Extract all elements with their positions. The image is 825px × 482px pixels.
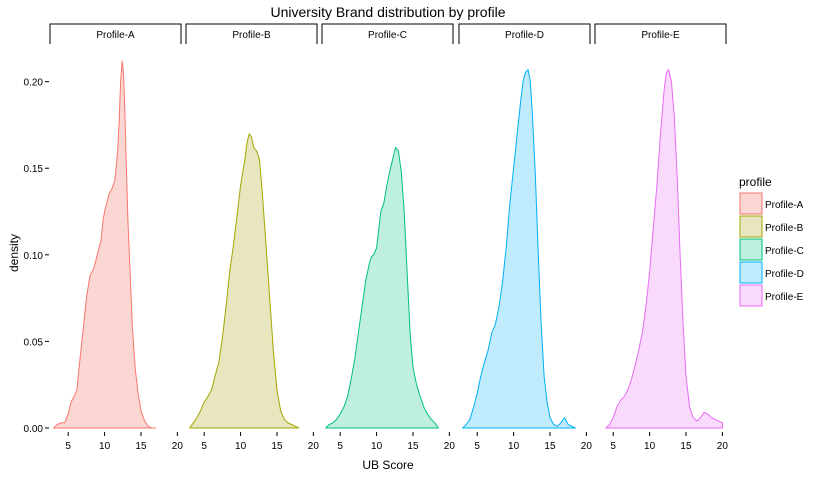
y-tick-label: 0.15: [24, 164, 44, 175]
x-tick-label: 20: [444, 441, 456, 452]
facet-panel-2: Profile-B 5 10 15 20: [185, 23, 320, 452]
facet-strip-border: [185, 23, 318, 44]
density-area: [53, 60, 156, 429]
density-area: [462, 69, 576, 429]
facet-panel-5: Profile-E 5 10 15 20: [594, 23, 729, 452]
density-area: [189, 133, 300, 429]
density-area: [325, 146, 439, 429]
legend-key: [739, 238, 763, 261]
legend-label: Profile-C: [765, 246, 804, 257]
y-tick-label: 0.20: [24, 78, 44, 89]
x-tick-label: 10: [371, 441, 383, 452]
legend-label: Profile-B: [765, 223, 804, 234]
legend-label: Profile-D: [765, 269, 804, 280]
y-tick-label: 0.10: [24, 251, 44, 262]
facet-panel-1: Profile-A 5 10 15 20: [49, 23, 184, 452]
facet-strip-border: [49, 23, 182, 44]
facet-strip-label: Profile-E: [641, 30, 680, 41]
facet-strip-label: Profile-A: [96, 30, 135, 41]
x-tick-label: 5: [610, 441, 616, 452]
x-tick-label: 5: [337, 441, 343, 452]
x-tick-label: 20: [172, 441, 184, 452]
legend-key: [739, 215, 763, 238]
y-tick-label: 0.00: [24, 424, 44, 435]
legend-item: Profile-A: [739, 192, 804, 215]
x-tick-label: 10: [99, 441, 111, 452]
facet-strip-border: [458, 23, 591, 44]
x-tick-label: 15: [135, 441, 147, 452]
facet-strip-label: Profile-B: [232, 30, 271, 41]
legend-item: Profile-C: [739, 238, 804, 261]
y-tick-label: 0.05: [24, 337, 44, 348]
x-tick-label: 15: [680, 441, 692, 452]
x-tick-label: 10: [508, 441, 520, 452]
x-tick-label: 15: [271, 441, 283, 452]
facet-strip-label: Profile-C: [368, 30, 407, 41]
x-tick-label: 15: [407, 441, 419, 452]
x-tick-label: 5: [474, 441, 480, 452]
legend-item: Profile-D: [739, 261, 804, 284]
legend-item: Profile-E: [739, 284, 804, 307]
x-tick-label: 10: [235, 441, 247, 452]
legend-title: profile: [739, 175, 772, 189]
y-axis: 0.00 0.05 0.10 0.15 0.20: [24, 78, 49, 435]
x-tick-label: 5: [201, 441, 207, 452]
legend-label: Profile-E: [765, 292, 804, 303]
chart-title: University Brand distribution by profile: [271, 4, 506, 20]
x-tick-label: 10: [644, 441, 656, 452]
facet-panel-4: Profile-D 5 10 15 20: [458, 23, 593, 452]
legend-key: [739, 284, 763, 307]
facet-strip-border: [594, 23, 727, 44]
legend-key: [739, 192, 763, 215]
legend-key: [739, 261, 763, 284]
x-tick-label: 20: [581, 441, 593, 452]
legend-item: Profile-B: [739, 215, 804, 238]
y-axis-label: density: [7, 234, 21, 272]
x-tick-label: 20: [308, 441, 320, 452]
facet-panel-3: Profile-C 5 10 15 20: [321, 23, 456, 452]
x-tick-label: 5: [65, 441, 71, 452]
facet-strip-border: [321, 23, 454, 44]
legend: profile Profile-A Profile-B Profile-C Profi…: [739, 175, 804, 307]
legend-label: Profile-A: [765, 200, 804, 211]
density-area: [605, 69, 723, 429]
x-tick-label: 20: [717, 441, 729, 452]
facet-strip-label: Profile-D: [505, 30, 544, 41]
x-axis-label: UB Score: [362, 458, 414, 472]
x-tick-label: 15: [544, 441, 556, 452]
